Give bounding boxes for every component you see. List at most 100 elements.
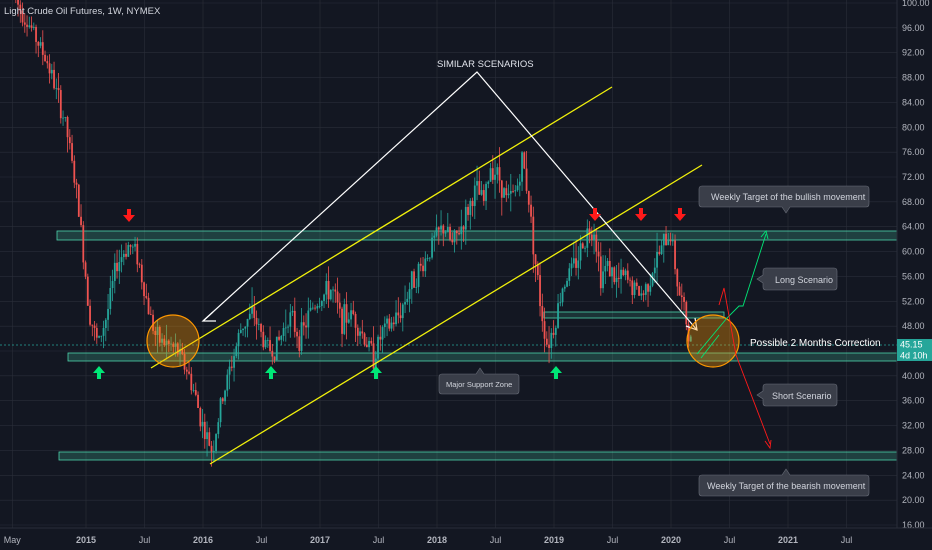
- candle-body: [521, 152, 523, 182]
- candle-body: [275, 336, 278, 361]
- x-tick-label: Jul: [841, 535, 853, 545]
- candle-body: [181, 348, 184, 354]
- candle-body: [316, 306, 319, 309]
- candle-body: [269, 340, 271, 351]
- candle-body: [534, 254, 537, 265]
- x-tick-label: 2016: [193, 535, 213, 545]
- x-tick-label: Jul: [139, 535, 151, 545]
- candle-body: [676, 269, 679, 287]
- candle-body: [82, 225, 85, 263]
- candle-body: [39, 42, 42, 46]
- callout-weekly-bear-text: Weekly Target of the bearish movement: [707, 481, 866, 491]
- candle-body: [424, 258, 427, 272]
- candles: [15, 0, 692, 467]
- candle-body: [437, 227, 440, 230]
- candle-body: [494, 174, 496, 180]
- candle-body: [406, 298, 409, 303]
- candle-body: [266, 340, 269, 341]
- channel-upper-line: [150, 86, 613, 369]
- red-down-arrow: [589, 208, 601, 221]
- candle-body: [210, 445, 213, 452]
- candle-body: [552, 332, 555, 335]
- x-tick-label: 2019: [544, 535, 564, 545]
- candle-body: [453, 230, 456, 243]
- candle-body: [255, 317, 258, 325]
- candle-body: [341, 308, 343, 334]
- candle-body: [167, 340, 170, 344]
- candle-body: [21, 10, 24, 23]
- candle-body: [363, 333, 366, 345]
- candle-body: [617, 277, 620, 279]
- candle-body: [251, 306, 253, 314]
- callout-support[interactable]: Major Support Zone: [438, 367, 520, 395]
- green-up-arrow-shape: [265, 366, 277, 379]
- candle-body: [667, 240, 670, 246]
- candle-body: [57, 88, 60, 91]
- candle-body: [134, 243, 136, 247]
- candle-body: [17, 0, 19, 5]
- red-down-arrow-shape: [589, 208, 601, 221]
- green-up-arrow-shape: [550, 366, 562, 379]
- candle-body: [669, 240, 672, 242]
- candle-body: [158, 326, 161, 343]
- candle-body: [203, 421, 206, 440]
- candle-body: [642, 293, 645, 295]
- candle-body: [302, 322, 305, 326]
- time-axis[interactable]: May 2015 Jul 2016 Jul 2017 Jul 2018 Jul 2019 Jul 20…: [4, 535, 852, 545]
- y-tick-label: 100.00: [902, 0, 930, 8]
- candle-body: [566, 280, 568, 287]
- y-tick-label: 24.00: [902, 470, 925, 480]
- candle-body: [55, 88, 58, 89]
- candle-body: [143, 282, 145, 297]
- candle-body: [26, 24, 28, 27]
- y-tick-label: 96.00: [902, 23, 925, 33]
- candle-body: [129, 245, 132, 247]
- candle-body: [298, 336, 301, 351]
- candle-body: [512, 190, 514, 192]
- y-tick-label: 88.00: [902, 73, 925, 83]
- callout-long[interactable]: Long Scenario: [756, 267, 838, 291]
- candle-body: [147, 297, 150, 315]
- y-tick-label: 60.00: [902, 247, 925, 257]
- callout-short[interactable]: Short Scenario: [756, 383, 838, 407]
- candle-body: [120, 257, 123, 263]
- candle-body: [350, 310, 352, 320]
- candle-body: [215, 434, 217, 452]
- x-tick-label: Jul: [724, 535, 736, 545]
- callout-weekly-bull[interactable]: Weekly Target of the bullish movement: [698, 185, 870, 214]
- mini-zone-50: [543, 311, 725, 319]
- candle-body: [104, 319, 107, 328]
- candle-body: [201, 421, 204, 427]
- candle-body: [122, 253, 125, 258]
- candle-body: [314, 307, 316, 309]
- candle-body: [368, 340, 370, 348]
- candle-body: [568, 268, 571, 281]
- candle-body: [365, 344, 368, 348]
- callout-weekly-bear[interactable]: Weekly Target of the bearish movement: [698, 468, 870, 497]
- candle-body: [557, 303, 559, 328]
- candle-body: [356, 327, 359, 336]
- candle-body: [386, 318, 388, 324]
- candle-body: [563, 286, 566, 289]
- candle-body: [219, 398, 222, 423]
- candle-body: [32, 26, 35, 28]
- candle-body: [446, 226, 449, 233]
- long-scenario-arrowhead: [760, 230, 769, 240]
- candle-body: [131, 246, 134, 248]
- candle-body: [370, 340, 373, 344]
- candle-body: [595, 234, 598, 252]
- short-scenario-arrowhead: [764, 439, 772, 450]
- y-tick-label: 20.00: [902, 495, 925, 505]
- candle-body: [615, 277, 618, 283]
- candle-body: [165, 340, 168, 346]
- x-tick-label: Jul: [607, 535, 619, 545]
- y-tick-label: 40.00: [902, 371, 925, 381]
- y-tick-label: 68.00: [902, 197, 925, 207]
- y-tick-label: 16.00: [902, 520, 925, 530]
- candle-body: [431, 237, 433, 258]
- candle-body: [581, 243, 584, 249]
- candle-body: [311, 307, 314, 309]
- candle-body: [190, 373, 193, 391]
- candle-body: [395, 312, 397, 325]
